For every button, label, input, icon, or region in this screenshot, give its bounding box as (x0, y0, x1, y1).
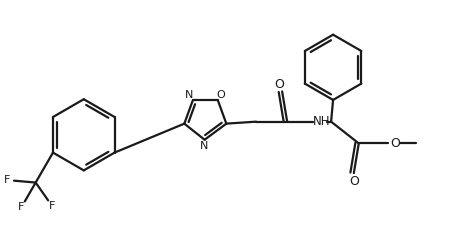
Text: O: O (390, 137, 400, 150)
Text: NH: NH (313, 115, 330, 128)
Text: F: F (49, 201, 55, 211)
Text: F: F (18, 202, 24, 212)
Text: N: N (185, 90, 194, 100)
Text: O: O (349, 175, 359, 188)
Text: O: O (274, 78, 284, 91)
Text: F: F (4, 175, 10, 185)
Text: O: O (217, 90, 226, 100)
Text: N: N (200, 141, 209, 151)
